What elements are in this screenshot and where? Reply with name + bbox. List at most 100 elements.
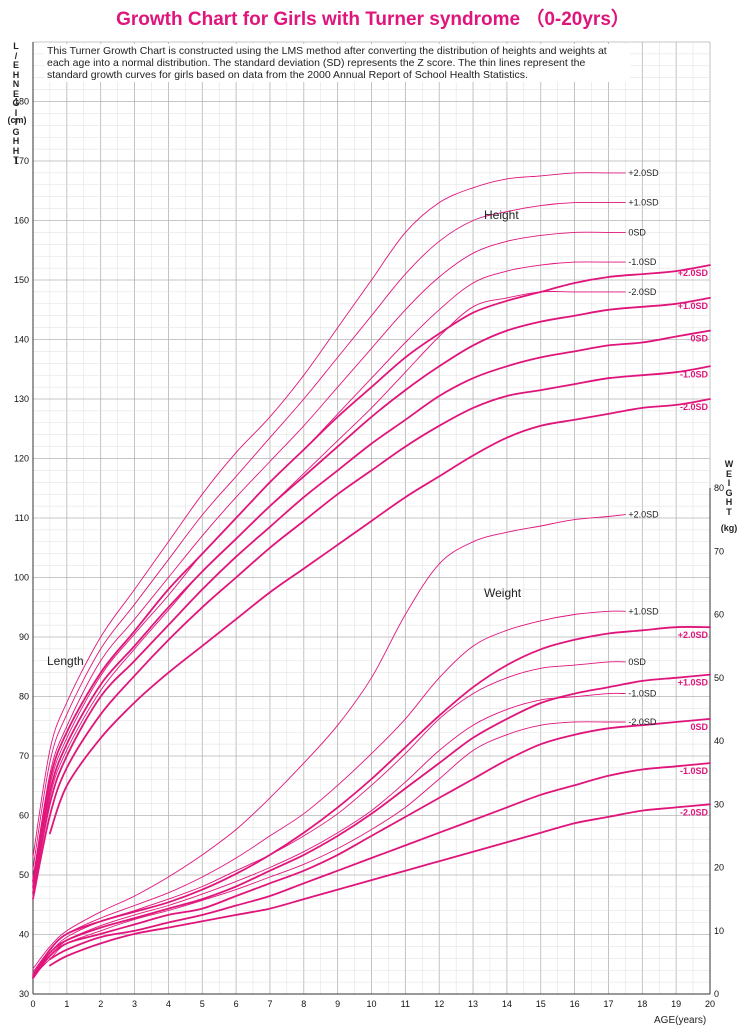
y-left-tick-label: 50 (19, 870, 29, 880)
axis-label-letter: E (12, 60, 19, 70)
axis-label-letter: I (727, 478, 731, 488)
x-tick-label: 12 (434, 999, 444, 1009)
y-left-tick-label: 120 (14, 454, 29, 464)
y-left-tick-label: 100 (14, 573, 29, 583)
x-tick-label: 8 (301, 999, 306, 1009)
weight-bold-curve (32, 673, 711, 978)
weight-bold-curve (32, 626, 711, 976)
length-curve-label: Length (47, 654, 84, 668)
x-tick-label: 5 (200, 999, 205, 1009)
y-left-tick-label: 180 (14, 97, 29, 107)
x-tick-label: 2 (98, 999, 103, 1009)
weight-bold-sd-label: -1.0SD (680, 766, 709, 776)
height-thin-curve (32, 231, 626, 882)
x-tick-label: 20 (705, 999, 715, 1009)
weight-bold-curve (49, 803, 711, 967)
grid (32, 41, 711, 995)
x-tick-label: 1 (64, 999, 69, 1009)
y-right-tick-label: 40 (714, 736, 724, 746)
y-left-tick-label: 160 (14, 216, 29, 226)
height-thin-sd-label: -2.0SD (628, 287, 657, 297)
x-tick-label: 10 (366, 999, 376, 1009)
x-tick-label: 3 (132, 999, 137, 1009)
y-right-tick-label: 30 (714, 799, 724, 809)
x-tick-label: 18 (637, 999, 647, 1009)
chart-title: Growth Chart for Girls with Turner syndr… (116, 9, 630, 30)
axis-label-letter: G (725, 487, 733, 498)
axis-label-letter: G (12, 126, 20, 137)
x-tick-label: 16 (570, 999, 580, 1009)
axis-label-letter: H (12, 69, 20, 80)
y-right-tick-label: 20 (714, 863, 724, 873)
left-axis-label: L / E H N E G I T G H H T (2, 41, 30, 166)
height-bold-sd-label: +2.0SD (678, 268, 709, 278)
x-tick-label: 0 (30, 999, 35, 1009)
height-thin-sd-label: +1.0SD (628, 198, 659, 208)
y-left-tick-label: 90 (19, 632, 29, 642)
x-axis-label: AGE(years) (654, 1015, 707, 1026)
weight-thin-sd-label: +2.0SD (628, 510, 659, 520)
weight-thin-curve (32, 610, 626, 973)
axis-label-letter: H (12, 145, 20, 156)
y-left-tick-label: 130 (14, 394, 29, 404)
weight-thin-sd-label: -2.0SD (628, 717, 657, 727)
axis-label-letter: L (13, 41, 19, 51)
y-right-tick-label: 70 (714, 546, 724, 556)
right-axis-unit: (kg) (720, 523, 738, 533)
axis-label-letter: G (12, 98, 20, 108)
curves (32, 172, 711, 980)
height-bold-sd-label: +1.0SD (678, 301, 709, 311)
axis-label-letter: T (13, 155, 19, 165)
axis-label-letter: N (12, 79, 20, 89)
height-thin-curve (32, 291, 626, 900)
height-bold-curve (32, 264, 711, 882)
x-tick-label: 6 (234, 999, 239, 1009)
weight-thin-curve (32, 514, 626, 970)
axis-label-letter: E (725, 468, 732, 479)
left-axis-unit: (cm) (7, 115, 27, 125)
weight-curve-label: Weight (484, 586, 522, 600)
y-left-tick-label: 150 (14, 275, 29, 285)
y-right-tick-label: 80 (714, 483, 724, 493)
height-bold-curve (32, 365, 711, 900)
axes (32, 42, 711, 995)
height-thin-sd-label: 0SD (628, 227, 646, 237)
x-tick-label: 7 (267, 999, 272, 1009)
x-tick-label: 13 (468, 999, 478, 1009)
axis-label-letter: H (725, 497, 733, 507)
y-left-tick-label: 80 (19, 692, 29, 702)
x-tick-label: 15 (536, 999, 546, 1009)
weight-thin-sd-label: -1.0SD (628, 689, 657, 699)
x-tick-label: 14 (502, 999, 512, 1009)
height-bold-sd-label: 0SD (690, 334, 708, 344)
weight-bold-curve (32, 718, 711, 980)
axis-label-letter: / (14, 50, 18, 61)
y-right-tick-label: 50 (714, 673, 724, 683)
y-left-tick-label: 110 (15, 513, 29, 523)
axis-label-letter: T (726, 506, 732, 517)
x-tick-label: 19 (671, 999, 681, 1009)
y-left-tick-label: 140 (14, 335, 29, 345)
height-thin-curve (32, 172, 626, 858)
height-bold-sd-label: -2.0SD (680, 402, 709, 412)
height-thin-sd-label: +2.0SD (628, 168, 659, 178)
y-left-tick-label: 70 (19, 751, 29, 761)
weight-bold-sd-label: 0SD (690, 722, 708, 732)
height-thin-curve (32, 201, 626, 870)
y-left-tick-label: 60 (19, 811, 29, 821)
axis-label-letter: W (724, 459, 734, 469)
chart-description-note: This Turner Growth Chart is constructed … (44, 44, 630, 82)
y-right-tick-label: 0 (714, 989, 719, 999)
y-right-tick-label: 60 (714, 610, 724, 620)
weight-bold-sd-label: +2.0SD (678, 630, 709, 640)
height-curve-label: Height (484, 208, 519, 222)
x-tick-label: 17 (603, 999, 613, 1009)
height-bold-curve (32, 297, 711, 888)
tick-labels: 0 1 2 3 4 5 6 7 8 9 10 11 12 13 14 15 16 17 18 19 2030405060… (14, 97, 724, 1010)
axis-label-letter: E (12, 88, 19, 99)
weight-thin-sd-label: +1.0SD (628, 606, 659, 616)
x-tick-label: 9 (335, 999, 340, 1009)
y-right-tick-label: 10 (714, 926, 724, 936)
y-left-tick-label: 170 (14, 156, 29, 166)
